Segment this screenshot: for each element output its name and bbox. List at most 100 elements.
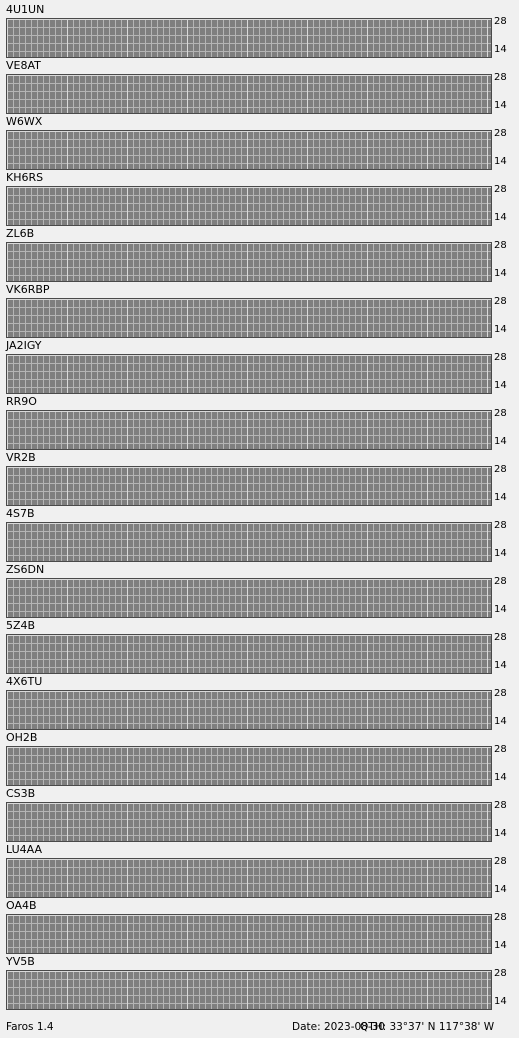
app-version: Faros 1.4 (6, 1021, 54, 1033)
beacon-row: OA4B 28 14 (0, 898, 519, 954)
beacon-row: W6WX 28 14 (0, 114, 519, 170)
beacon-propagation-grid (6, 634, 492, 674)
band-scale: 28 14 (494, 464, 519, 506)
band-scale: 28 14 (494, 128, 519, 170)
band-label-top: 28 (494, 184, 507, 195)
band-scale: 28 14 (494, 240, 519, 282)
beacon-callsign: VE8AT (6, 59, 41, 72)
band-label-bottom: 14 (494, 156, 507, 167)
beacon-callsign: 4S7B (6, 507, 35, 520)
beacon-callsign: VK6RBP (6, 283, 50, 296)
band-scale: 28 14 (494, 17, 519, 58)
beacon-row: LU4AA 28 14 (0, 842, 519, 898)
beacon-callsign: JA2IGY (6, 339, 42, 352)
band-scale: 28 14 (494, 969, 519, 1010)
band-label-bottom: 14 (494, 604, 507, 615)
band-label-bottom: 14 (494, 212, 507, 223)
beacon-row: RR9O 28 14 (0, 394, 519, 450)
beacon-callsign: 4X6TU (6, 675, 43, 688)
status-qth: QTH: 33°37' N 117°38' W (360, 1021, 495, 1033)
band-label-bottom: 14 (494, 772, 507, 783)
beacon-row: ZS6DN 28 14 (0, 562, 519, 618)
band-label-top: 28 (494, 688, 507, 699)
beacon-propagation-grid (6, 578, 492, 618)
band-label-top: 28 (494, 352, 507, 363)
beacon-callsign: 5Z4B (6, 619, 36, 632)
beacon-callsign: W6WX (6, 115, 43, 128)
band-label-bottom: 14 (494, 884, 507, 895)
band-label-bottom: 14 (494, 380, 507, 391)
beacon-callsign: YV5B (6, 955, 35, 968)
beacon-propagation-grid (6, 858, 492, 898)
band-label-bottom: 14 (494, 100, 507, 111)
beacon-propagation-grid (6, 354, 492, 394)
band-label-bottom: 14 (494, 492, 507, 503)
band-label-bottom: 14 (494, 548, 507, 559)
beacon-row: OH2B 28 14 (0, 730, 519, 786)
band-label-top: 28 (494, 128, 507, 139)
beacon-row: YV5B 28 14 (0, 954, 519, 1010)
band-scale: 28 14 (494, 520, 519, 562)
band-scale: 28 14 (494, 352, 519, 394)
beacon-row: VE8AT 28 14 (0, 58, 519, 114)
band-label-top: 28 (494, 520, 507, 531)
band-label-top: 28 (494, 464, 507, 475)
beacon-row: VR2B 28 14 (0, 450, 519, 506)
beacon-propagation-grid (6, 802, 492, 842)
beacon-propagation-grid (6, 746, 492, 786)
band-scale: 28 14 (494, 688, 519, 730)
band-label-top: 28 (494, 800, 507, 811)
beacon-propagation-grid (6, 466, 492, 506)
band-label-top: 28 (494, 240, 507, 251)
band-scale: 28 14 (494, 296, 519, 338)
beacon-propagation-grid (6, 690, 492, 730)
beacon-callsign: LU4AA (6, 843, 42, 856)
band-label-bottom: 14 (494, 436, 507, 447)
status-date: Date: 2023-08-30 (292, 1021, 385, 1033)
beacon-callsign: RR9O (6, 395, 37, 408)
beacon-row: CS3B 28 14 (0, 786, 519, 842)
beacon-propagation-grid (6, 914, 492, 954)
band-label-top: 28 (494, 912, 507, 923)
beacon-row: 4S7B 28 14 (0, 506, 519, 562)
band-label-bottom: 14 (494, 44, 507, 55)
band-label-top: 28 (494, 408, 507, 419)
band-label-bottom: 14 (494, 996, 507, 1007)
band-scale: 28 14 (494, 408, 519, 450)
beacon-row: ZL6B 28 14 (0, 226, 519, 282)
beacon-propagation-grid (6, 970, 492, 1010)
beacon-row: KH6RS 28 14 (0, 170, 519, 226)
beacon-row: JA2IGY 28 14 (0, 338, 519, 394)
beacon-callsign: KH6RS (6, 171, 44, 184)
beacon-propagation-grid (6, 18, 492, 58)
beacon-callsign: OH2B (6, 731, 38, 744)
beacon-row: 5Z4B 28 14 (0, 618, 519, 674)
band-label-bottom: 14 (494, 940, 507, 951)
beacon-callsign: VR2B (6, 451, 36, 464)
band-label-top: 28 (494, 744, 507, 755)
beacon-propagation-grid (6, 522, 492, 562)
band-label-top: 28 (494, 856, 507, 867)
band-label-bottom: 14 (494, 716, 507, 727)
beacon-propagation-grid (6, 74, 492, 114)
band-scale: 28 14 (494, 184, 519, 226)
band-scale: 28 14 (494, 72, 519, 114)
beacon-row: 4X6TU 28 14 (0, 674, 519, 730)
beacon-propagation-grid (6, 186, 492, 226)
band-scale: 28 14 (494, 632, 519, 674)
beacon-callsign: ZL6B (6, 227, 35, 240)
beacon-propagation-grid (6, 130, 492, 170)
band-scale: 28 14 (494, 800, 519, 842)
beacon-row: 4U1UN 28 14 (0, 2, 519, 58)
band-scale: 28 14 (494, 856, 519, 898)
band-label-top: 28 (494, 632, 507, 643)
beacon-propagation-grid (6, 298, 492, 338)
band-label-top: 28 (494, 296, 507, 307)
beacon-callsign: ZS6DN (6, 563, 45, 576)
band-label-top: 28 (494, 72, 507, 83)
band-label-bottom: 14 (494, 828, 507, 839)
band-label-bottom: 14 (494, 660, 507, 671)
band-label-bottom: 14 (494, 268, 507, 279)
band-label-top: 28 (494, 576, 507, 587)
beacon-callsign: OA4B (6, 899, 37, 912)
